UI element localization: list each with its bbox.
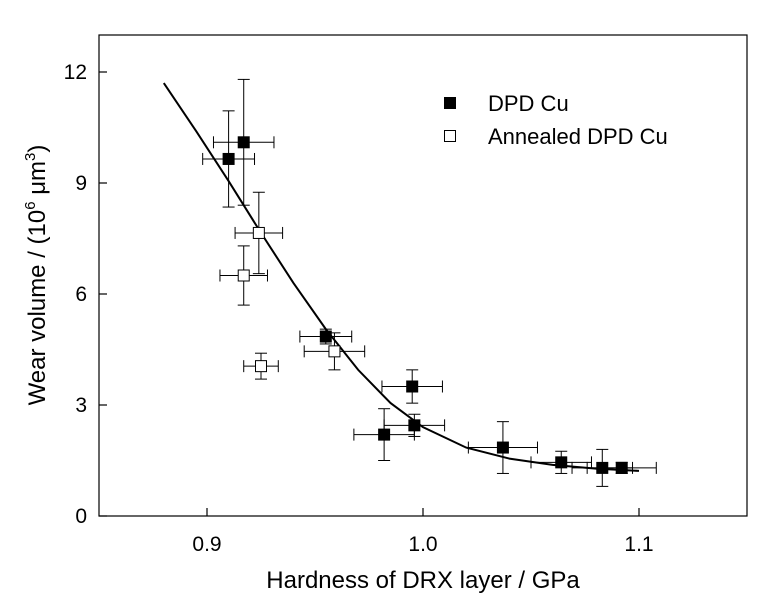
x-axis-ticks: 0.9 1.0 1.1: [192, 508, 654, 556]
legend-marker-dpd-cu: [444, 97, 456, 109]
fit-curve-layer: [162, 82, 640, 472]
data-point-dpd-cu: [496, 441, 509, 454]
fit-curve: [162, 82, 640, 472]
data-point-dpd-cu: [237, 136, 250, 149]
data-point-dpd-cu: [406, 380, 419, 393]
y-tick-label: 0: [75, 505, 87, 528]
x-tick-label: 1.0: [408, 533, 437, 556]
y-axis-title-unit-exponent: 3: [22, 153, 39, 161]
data-point-dpd-cu: [596, 461, 609, 474]
y-axis-title-unit: μm: [24, 161, 51, 202]
legend-marker-annealed-dpd-cu: [444, 130, 456, 142]
x-tick-label: 0.9: [192, 533, 221, 556]
data-point-dpd-cu: [408, 419, 421, 432]
y-tick-label: 12: [64, 61, 87, 84]
data-point-annealed-dpd-cu: [328, 345, 341, 358]
y-axis-title-exponent: 6: [22, 201, 39, 209]
x-tick-label: 1.1: [624, 533, 653, 556]
data-point-dpd-cu: [555, 456, 568, 469]
plot-frame: [98, 34, 748, 517]
y-axis-ticks: 0 3 6 9 12: [64, 61, 107, 528]
y-tick-label: 9: [75, 172, 87, 195]
y-tick-label: 6: [75, 283, 87, 306]
legend-label-dpd-cu: DPD Cu: [488, 91, 569, 116]
data-point-dpd-cu: [378, 428, 391, 441]
data-point-annealed-dpd-cu: [237, 269, 250, 282]
legend-label-annealed-dpd-cu: Annealed DPD Cu: [488, 124, 668, 149]
x-axis-title: Hardness of DRX layer / GPa: [266, 567, 580, 594]
y-axis-title: Wear volume / (106 μm3): [22, 145, 51, 406]
data-point-dpd-cu: [319, 330, 332, 343]
data-point-annealed-dpd-cu: [252, 226, 265, 239]
markers-layer: [222, 136, 628, 474]
legend: DPD Cu Annealed DPD Cu: [444, 91, 668, 149]
data-point-annealed-dpd-cu: [255, 360, 267, 373]
y-axis-title-suffix: ): [24, 145, 51, 153]
y-tick-label: 3: [75, 394, 87, 417]
y-axis-title-prefix: Wear volume / (10: [24, 210, 51, 406]
data-point-dpd-cu: [615, 461, 628, 474]
data-point-dpd-cu: [222, 152, 235, 165]
